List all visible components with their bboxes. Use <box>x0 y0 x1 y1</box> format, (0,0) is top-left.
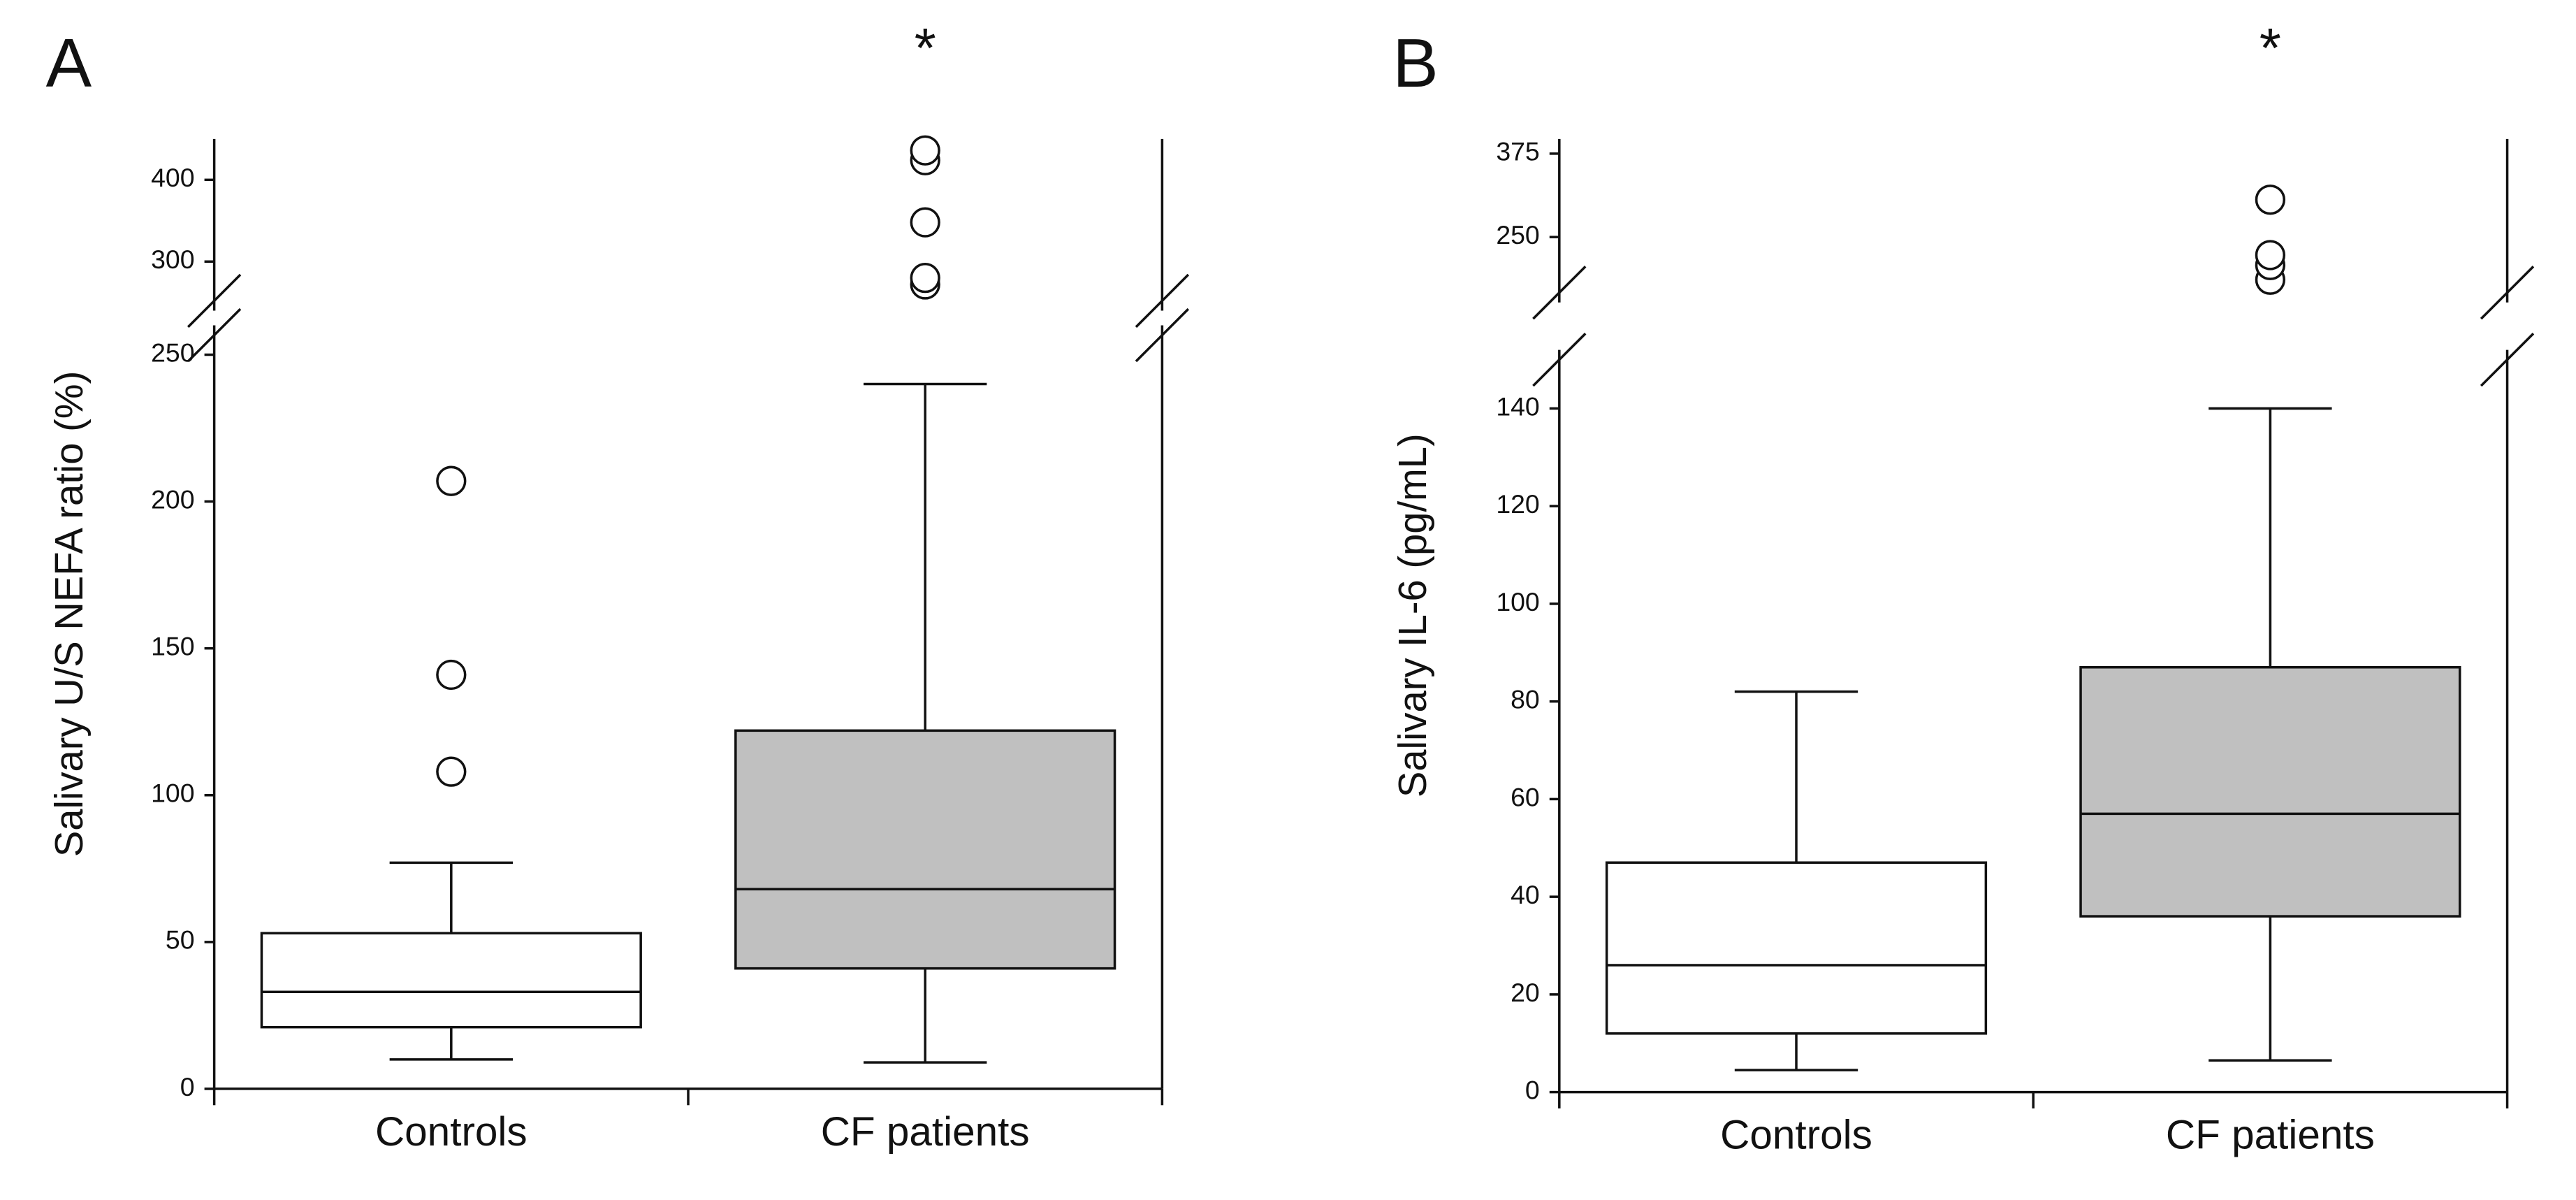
y-tick-label: 80 <box>1511 685 1540 714</box>
panel-label: B <box>1392 24 1439 101</box>
y-tick-label: 250 <box>1496 220 1539 250</box>
axis-break <box>1135 273 1190 328</box>
y-tick-label: 60 <box>1511 782 1540 811</box>
axis-break <box>1532 266 1587 320</box>
y-tick-label: 100 <box>151 779 194 808</box>
y-tick-label: 40 <box>1511 880 1540 909</box>
outlier <box>436 756 467 787</box>
x-tick-label: Controls <box>375 1109 527 1155</box>
outlier <box>2255 240 2286 270</box>
outlier <box>436 659 467 691</box>
y-tick-label: 0 <box>1525 1076 1540 1105</box>
y-axis-label: Salivary U/S NEFA ratio (%) <box>47 371 91 858</box>
x-tick-label: Controls <box>1720 1113 1872 1158</box>
box <box>734 729 1116 970</box>
y-tick-label: 140 <box>1496 391 1539 421</box>
axis-break <box>2480 266 2535 320</box>
box <box>2079 665 2461 918</box>
y-tick-label: 20 <box>1511 978 1540 1007</box>
y-tick-label: 400 <box>151 163 194 192</box>
y-tick-label: 100 <box>1496 587 1539 616</box>
y-axis-label: Salivary IL-6 (pg/mL) <box>1390 433 1434 797</box>
outlier <box>436 465 467 496</box>
y-tick-label: 150 <box>151 632 194 661</box>
axis-break <box>1532 332 1587 387</box>
significance-mark: * <box>2260 17 2281 79</box>
box <box>260 932 642 1029</box>
x-tick-label: CF patients <box>2166 1113 2375 1158</box>
y-tick-label: 0 <box>180 1072 195 1101</box>
y-tick-label: 250 <box>151 338 194 367</box>
outlier <box>910 207 940 238</box>
y-tick-label: 50 <box>166 925 195 955</box>
outlier <box>910 263 940 294</box>
axis-break <box>187 273 242 328</box>
y-tick-label: 300 <box>151 245 194 274</box>
y-tick-label: 200 <box>151 484 194 514</box>
axis-break <box>1135 308 1190 363</box>
y-tick-label: 375 <box>1496 137 1539 166</box>
outlier <box>2255 185 2286 215</box>
outlier <box>910 135 940 166</box>
x-tick-label: CF patients <box>821 1109 1030 1155</box>
axis-break <box>187 308 242 363</box>
box <box>1605 861 1988 1035</box>
panel-label: A <box>46 24 92 101</box>
y-tick-label: 120 <box>1496 489 1539 519</box>
axis-break <box>2480 332 2535 387</box>
significance-mark: * <box>915 17 936 79</box>
